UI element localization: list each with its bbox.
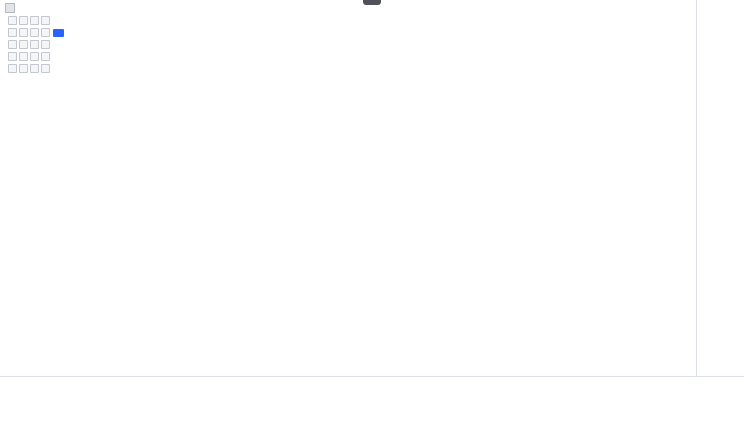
indicator-row-ema89[interactable] — [5, 63, 64, 74]
settings-icon[interactable] — [19, 40, 28, 49]
settings-icon[interactable] — [19, 16, 28, 25]
exit-fullscreen-button[interactable] — [363, 0, 381, 5]
symbol-row[interactable] — [5, 3, 64, 13]
ichimoku-color-badge — [53, 28, 64, 37]
chart-plot-area[interactable] — [0, 0, 696, 376]
eye-icon[interactable] — [8, 28, 17, 37]
chart-style-icon — [5, 3, 15, 13]
settings-icon[interactable] — [19, 52, 28, 61]
more-icon[interactable] — [41, 28, 50, 37]
delete-icon[interactable] — [30, 16, 39, 25]
eye-icon[interactable] — [8, 16, 17, 25]
indicator-row-ma200[interactable] — [5, 51, 64, 62]
indicator-row-ichimoku[interactable] — [5, 27, 64, 38]
delete-icon[interactable] — [30, 52, 39, 61]
indicator-row-ma100[interactable] — [5, 39, 64, 50]
delete-icon[interactable] — [30, 40, 39, 49]
chart-legend — [5, 3, 64, 74]
more-icon[interactable] — [41, 64, 50, 73]
indicator-row-ema55[interactable] — [5, 15, 64, 26]
settings-icon[interactable] — [19, 64, 28, 73]
price-axis[interactable] — [696, 0, 744, 376]
settings-icon[interactable] — [19, 28, 28, 37]
candlestick-chart[interactable] — [0, 0, 696, 376]
more-icon[interactable] — [41, 40, 50, 49]
eye-icon[interactable] — [8, 40, 17, 49]
more-icon[interactable] — [41, 16, 50, 25]
eye-icon[interactable] — [8, 64, 17, 73]
more-icon[interactable] — [41, 52, 50, 61]
delete-icon[interactable] — [30, 64, 39, 73]
eye-icon[interactable] — [8, 52, 17, 61]
time-axis[interactable] — [0, 376, 744, 394]
delete-icon[interactable] — [30, 28, 39, 37]
